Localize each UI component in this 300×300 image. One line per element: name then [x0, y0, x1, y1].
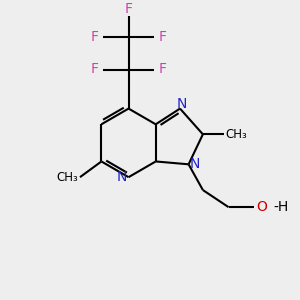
Text: CH₃: CH₃ [57, 171, 79, 184]
Text: N: N [176, 97, 187, 111]
Text: -H: -H [273, 200, 288, 214]
Text: CH₃: CH₃ [226, 128, 247, 141]
Text: F: F [124, 2, 133, 16]
Text: F: F [158, 62, 166, 76]
Text: F: F [91, 62, 99, 76]
Text: N: N [117, 169, 128, 184]
Text: F: F [91, 29, 99, 44]
Text: F: F [158, 29, 166, 44]
Text: O: O [256, 200, 268, 214]
Text: N: N [190, 157, 200, 171]
